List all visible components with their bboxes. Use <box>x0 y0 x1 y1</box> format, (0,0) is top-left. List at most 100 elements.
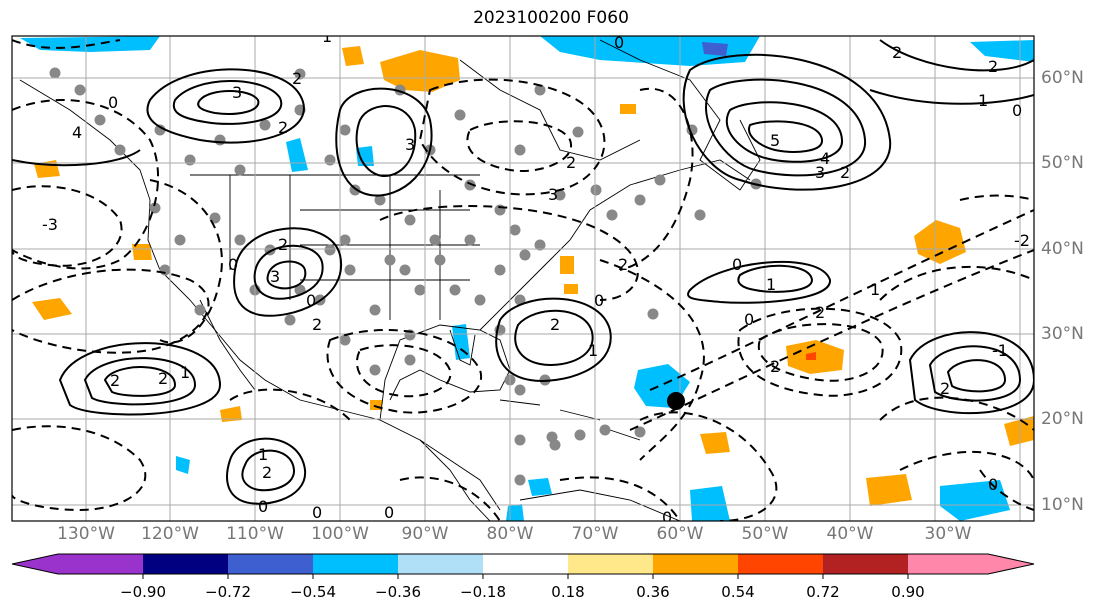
lat-label: 10°N <box>1041 495 1084 515</box>
colorbar-tick-label: 0.90 <box>891 583 925 601</box>
contour-label: 4 <box>820 149 830 168</box>
contour-label: 1 <box>870 280 880 299</box>
contour-label: 0 <box>228 255 238 274</box>
orange-patch <box>700 432 730 454</box>
contour-label: 2 <box>292 69 302 88</box>
contour-label: 0 <box>662 508 672 527</box>
orange-patch <box>866 474 912 506</box>
contour-label: 2 <box>278 235 288 254</box>
colorbar <box>11 553 1035 579</box>
contour-label: 3 <box>270 267 280 286</box>
lon-label: 110°W <box>226 524 284 544</box>
colorbar-bin <box>483 554 568 574</box>
east-coast <box>479 159 751 331</box>
lat-label: 40°N <box>1041 239 1084 259</box>
lon-label: 100°W <box>311 524 369 544</box>
orange-patch <box>620 104 636 114</box>
contour-label: 2 <box>158 369 168 388</box>
contour-label: 2 <box>840 163 850 182</box>
contour-label: 0 <box>732 255 742 274</box>
contour-label: 1 <box>258 445 268 464</box>
orange-patch <box>564 284 578 294</box>
lon-label: 90°W <box>401 524 449 544</box>
negative-contours <box>12 39 1034 521</box>
map-content: 3 2 1 2 3 0 4 -3 2 3 0 0 2 2 2 1 1 2 0 0… <box>12 27 1034 527</box>
contour-label: 1 <box>766 275 776 294</box>
cyan-patch <box>970 40 1034 62</box>
contour-label: 0 <box>1012 101 1022 120</box>
contour-label: 5 <box>770 131 780 150</box>
colorbar-bin <box>823 554 908 574</box>
contour-label: 2 <box>262 463 272 482</box>
contour-label: 0 <box>614 33 624 52</box>
orange-patch <box>1004 416 1034 446</box>
cyan-patch <box>528 478 552 496</box>
colorbar-bin <box>228 554 313 574</box>
contour-label: 0 <box>312 503 322 522</box>
contour-label: 2 <box>940 379 950 398</box>
contour-label: 0 <box>258 497 268 516</box>
contour-label: 2 <box>110 371 120 390</box>
orange-patch <box>560 256 574 274</box>
contour-label: 0 <box>988 475 998 494</box>
colorbar-tick-label: −0.72 <box>205 583 251 601</box>
blue-patch <box>702 42 728 56</box>
colorbar-bin <box>313 554 398 574</box>
orange-patch <box>220 406 242 422</box>
cyan-patch <box>20 36 160 52</box>
anomaly-shading <box>20 36 1034 521</box>
storm-center-marker <box>667 392 685 410</box>
baja-coast <box>199 299 256 391</box>
lon-label: 80°W <box>486 524 534 544</box>
cyan-patch <box>286 138 308 172</box>
contour-label: 2 <box>278 118 288 137</box>
contour-label: 3 <box>815 163 825 182</box>
cyan-patch <box>506 504 524 521</box>
colorbar-tick-label: 0.54 <box>721 583 755 601</box>
cyan-patch <box>940 480 1010 521</box>
colorbar-outline <box>11 553 1035 575</box>
contour-label: 2 <box>988 57 998 76</box>
contour-label: 0 <box>594 291 604 310</box>
lat-label: 50°N <box>1041 153 1084 173</box>
contour-label: 1 <box>322 27 332 46</box>
contour-label: 0 <box>744 310 754 329</box>
cyan-patch <box>356 146 374 166</box>
colorbar-min-extend <box>12 554 58 574</box>
contour-labels: 3 2 1 2 3 0 4 -3 2 3 0 0 2 2 2 1 1 2 0 0… <box>42 27 1030 527</box>
lon-label: 60°W <box>656 524 704 544</box>
colorbar-bin <box>653 554 738 574</box>
colorbar-tick-label: 0.18 <box>551 583 585 601</box>
orange-patch <box>342 46 364 66</box>
hudson-bay-coast <box>459 59 641 161</box>
contour-label: 1 <box>180 363 190 382</box>
contour-label: 2 <box>550 315 560 334</box>
contour-label: 4 <box>72 123 82 142</box>
colorbar-tick-label: −0.18 <box>460 583 506 601</box>
gulf-coast <box>379 324 511 421</box>
contour-label: -2 <box>1014 231 1030 250</box>
contour-label: -1 <box>992 341 1008 360</box>
contour-label: 3 <box>548 185 558 204</box>
caribbean-islands <box>499 399 641 441</box>
colorbar-tick-label: −0.36 <box>375 583 421 601</box>
lon-label: 30°W <box>924 524 972 544</box>
orange-patch <box>132 244 152 260</box>
station-dots <box>49 67 762 486</box>
lat-label: 60°N <box>1041 68 1084 88</box>
colorbar-bin <box>58 554 143 574</box>
orange-patch <box>914 220 966 264</box>
colorbar-max-extend <box>988 554 1034 574</box>
cyan-patch <box>176 456 190 474</box>
colorbar-bin <box>568 554 653 574</box>
contour-label: 2 <box>618 255 628 274</box>
central-america-coast <box>419 439 491 521</box>
cyan-patch <box>690 486 730 521</box>
lat-label: 20°N <box>1041 409 1084 429</box>
cyan-patch <box>540 36 760 66</box>
contour-label: 1 <box>588 341 598 360</box>
greenland-coast <box>599 39 761 191</box>
contour-label: 3 <box>232 83 242 102</box>
orange-patch <box>32 298 72 320</box>
